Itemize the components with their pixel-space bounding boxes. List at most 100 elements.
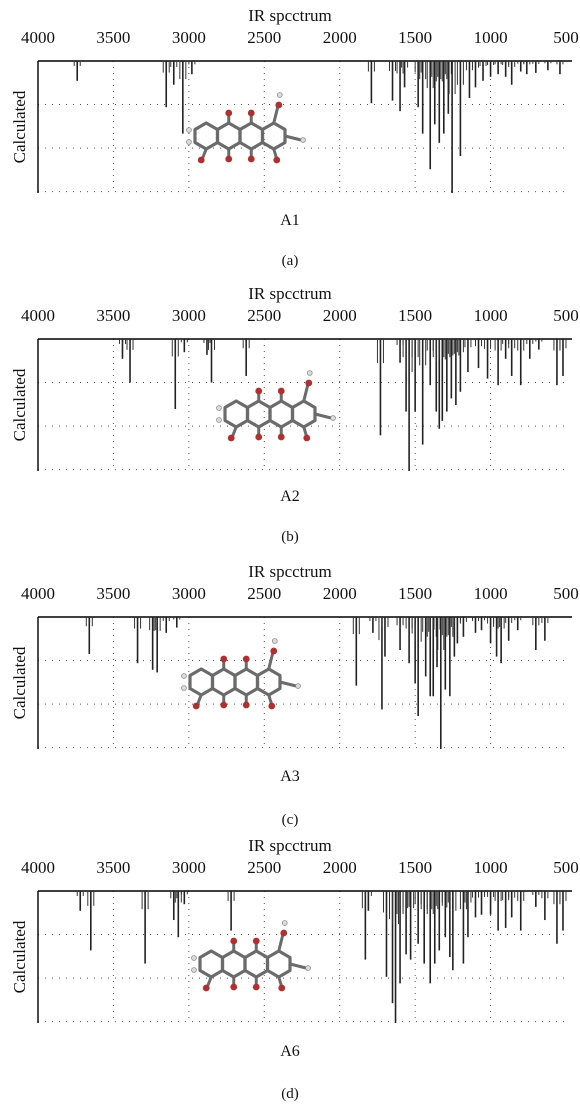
molecule-bond (302, 384, 310, 402)
molecule-ring (193, 121, 220, 151)
molecule-ring (245, 399, 272, 429)
x-tick-label: 500 (553, 306, 579, 325)
molecule-oxygen-atom (303, 434, 311, 442)
x-tick-label: 1000 (473, 858, 508, 877)
molecule-hydrogen-atom (276, 92, 283, 98)
x-tick-label: 1000 (473, 306, 508, 325)
x-tick-label: 3500 (96, 584, 131, 603)
molecule-oxygen-atom (270, 647, 278, 655)
panel-title: IR spcctrum (248, 562, 332, 581)
molecule-bond (314, 412, 332, 420)
molecule-oxygen-atom (277, 433, 285, 441)
x-tick-label: 1000 (473, 584, 508, 603)
molecule-oxygen-atom (220, 701, 228, 709)
molecule-hydrogen-atom (295, 683, 301, 689)
molecule-label: A2 (280, 488, 300, 505)
panel-sublabel: (d) (281, 1086, 299, 1102)
molecule-oxygen-atom (247, 109, 255, 117)
molecule-oxygen-atom (255, 387, 263, 395)
molecule-hydrogen-atom (191, 955, 197, 961)
x-tick-label: 1500 (398, 858, 433, 877)
molecule-hydrogen-atom (306, 370, 313, 376)
x-tick-label: 2500 (247, 584, 282, 603)
molecule-hydrogen-atom (181, 685, 187, 691)
molecule-hydrogen-atom (330, 415, 336, 421)
x-tick-label: 3500 (96, 858, 131, 877)
molecule-oxygen-atom (268, 702, 276, 710)
x-tick-label: 3000 (171, 584, 206, 603)
molecule-oxygen-atom (278, 984, 286, 992)
panel-sublabel: (a) (281, 253, 299, 269)
molecule-oxygen-atom (202, 984, 210, 992)
molecule-oxygen-atom (280, 929, 288, 937)
molecule-oxygen-atom (255, 433, 263, 441)
molecule-ring (223, 399, 250, 429)
molecule-oxygen-atom (192, 702, 200, 710)
x-tick-label: 2000 (322, 584, 357, 603)
x-tick-label: 4000 (21, 28, 55, 47)
molecule-hydrogen-atom (216, 417, 222, 423)
x-tick-label: 4000 (21, 858, 55, 877)
x-tick-label: 2000 (322, 28, 357, 47)
molecule-ring (215, 121, 242, 151)
x-tick-label: 2000 (322, 306, 357, 325)
molecule-oxygen-atom (242, 701, 250, 709)
x-tick-label: 1500 (398, 584, 433, 603)
x-tick-label: 3500 (96, 306, 131, 325)
spectrum-plot (37, 60, 572, 193)
molecule-hydrogen-atom (271, 638, 278, 644)
panel-sublabel: (c) (281, 812, 299, 828)
y-axis-label: Calculated (10, 368, 29, 442)
x-tick-label: 500 (553, 858, 579, 877)
panel-b: IR spcctrum 4000 3500 3000 2500 2000 150… (0, 284, 580, 560)
molecule-oxygen-atom (225, 155, 233, 163)
x-tick-label: 4000 (21, 306, 55, 325)
panel-sublabel: (b) (281, 529, 299, 545)
peak-series (76, 891, 567, 1023)
x-tick-label: 500 (553, 584, 579, 603)
molecule-hydrogen-atom (181, 673, 187, 679)
molecule-oxygen-atom (275, 101, 283, 109)
x-tick-label: 3000 (171, 858, 206, 877)
molecule-oxygen-atom (225, 109, 233, 117)
x-tick-label: 3000 (171, 28, 206, 47)
molecule-structure (191, 920, 311, 992)
molecule-ring (265, 949, 292, 979)
molecule-ring (290, 399, 317, 429)
molecule-structure (186, 92, 306, 164)
y-axis-label: Calculated (10, 90, 29, 164)
molecule-bond (277, 934, 285, 952)
molecule-label: A1 (280, 212, 300, 229)
molecule-hydrogen-atom (305, 965, 311, 971)
molecule-label: A3 (280, 768, 300, 785)
molecule-oxygen-atom (230, 937, 238, 945)
molecule-ring (268, 399, 295, 429)
spectrum-plot (37, 616, 572, 749)
molecule-bond (279, 680, 297, 688)
panel-title: IR spcctrum (248, 836, 332, 855)
x-tick-label: 4000 (21, 584, 55, 603)
molecule-oxygen-atom (220, 655, 228, 663)
molecule-hydrogen-atom (281, 920, 288, 926)
panel-d: IR spcctrum 4000 3500 3000 2500 2000 150… (0, 836, 580, 1112)
x-tick-label: 3000 (171, 306, 206, 325)
panel-c: IR spcctrum 4000 3500 3000 2500 2000 150… (0, 562, 580, 838)
molecule-hydrogen-atom (300, 137, 306, 143)
y-axis-label: Calculated (10, 646, 29, 720)
x-tick-label: 2500 (247, 28, 282, 47)
peak-series (85, 617, 549, 749)
panel-a: IR spcctrum 4000 3500 3000 2500 2000 150… (0, 6, 580, 282)
molecule-oxygen-atom (273, 156, 281, 164)
molecule-oxygen-atom (242, 655, 250, 663)
molecule-bond (267, 652, 275, 670)
x-tick-label: 1500 (398, 306, 433, 325)
molecule-hydrogen-atom (186, 139, 192, 145)
molecule-ring (210, 667, 237, 697)
spectrum-plot (37, 890, 572, 1023)
molecule-structure (216, 370, 336, 442)
molecule-hydrogen-atom (186, 127, 192, 133)
molecule-ring (188, 667, 215, 697)
molecule-oxygen-atom (247, 155, 255, 163)
x-tick-label: 3500 (96, 28, 131, 47)
molecule-ring (255, 667, 282, 697)
